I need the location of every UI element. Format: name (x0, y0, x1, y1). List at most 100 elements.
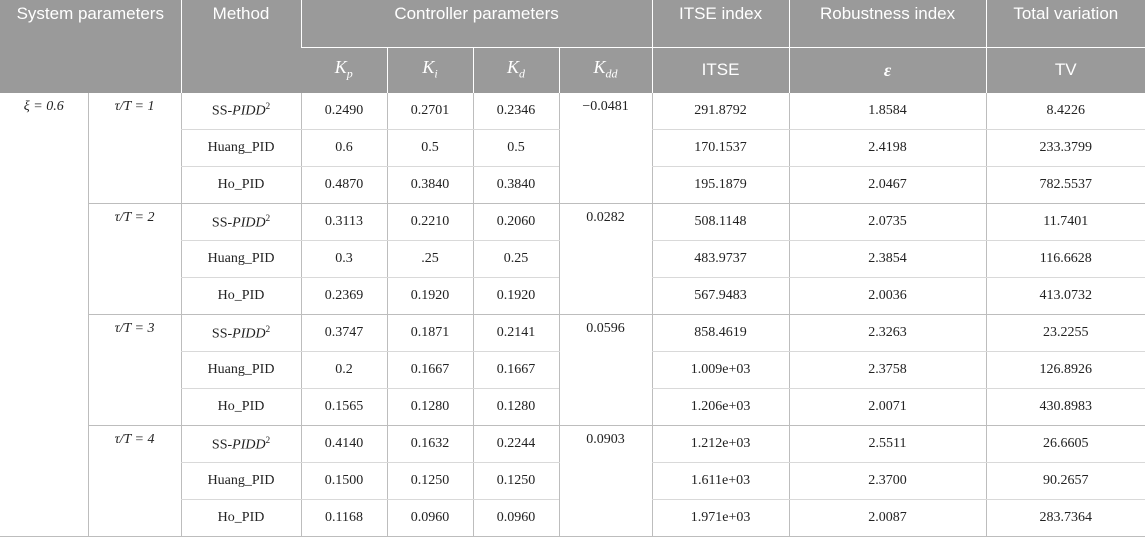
header-itse: ITSE (651, 46, 790, 93)
method-cell: SS-PIDD2 (180, 425, 302, 463)
robustness-cell: 2.3700 (788, 462, 987, 500)
method-cell: Huang_PID (180, 129, 302, 167)
table-row: Ho_PID 0.1565 0.1280 0.1280 1.206e+03 2.0071 4… (0, 388, 1145, 426)
itse-cell: 1.212e+03 (651, 425, 790, 463)
header-controller-parameters: Controller parameters (300, 0, 653, 47)
method-name: Ho_PID (217, 177, 265, 192)
itse-cell: 858.4619 (651, 314, 790, 352)
method-superscript: 2 (265, 323, 271, 334)
ki-cell: 0.1920 (386, 277, 474, 315)
tv-cell: 90.2657 (985, 462, 1145, 500)
method-cell: Huang_PID (180, 462, 302, 500)
method-name: Ho_PID (217, 510, 265, 525)
ki-cell: 0.1250 (386, 462, 474, 500)
table-row: τ/T = 2 SS-PIDD2 0.3113 0.2210 0.2060 0.0282 5… (0, 203, 1145, 315)
tv-cell: 26.6605 (985, 425, 1145, 463)
system-xi-label: ξ = 0.6 (23, 98, 64, 114)
method-superscript: 2 (265, 212, 271, 223)
ki-cell: 0.1667 (386, 351, 474, 389)
kdd-cell: 0.0282 (558, 203, 653, 315)
method-name: Huang_PID (207, 140, 275, 155)
robustness-cell: 2.3854 (788, 240, 987, 278)
kp-cell: 0.2369 (300, 277, 388, 315)
itse-cell: 1.611e+03 (651, 462, 790, 500)
tv-cell: 126.8926 (985, 351, 1145, 389)
robustness-cell: 2.3263 (788, 314, 987, 352)
kd-cell: 0.1667 (472, 351, 560, 389)
header-kd: Kd (472, 46, 560, 93)
ki-cell: 0.0960 (386, 499, 474, 537)
header-method: Method (180, 0, 302, 93)
kd-cell: 0.0960 (472, 499, 560, 537)
kd-cell: 0.3840 (472, 166, 560, 204)
method-cell: Ho_PID (180, 166, 302, 204)
method-superscript: 2 (265, 434, 271, 445)
kp-cell: 0.3 (300, 240, 388, 278)
header-kp: Kp (301, 46, 388, 93)
tv-cell: 283.7364 (985, 499, 1145, 537)
robustness-cell: 2.0735 (788, 203, 987, 241)
tau-ratio-label: τ/T = 3 (114, 321, 155, 336)
itse-cell: 195.1879 (651, 166, 790, 204)
method-name: SS-PIDD (211, 326, 266, 342)
ki-cell: 0.1871 (386, 314, 474, 352)
table-row: Huang_PID 0.2 0.1667 0.1667 1.009e+03 2.3758 1… (0, 351, 1145, 389)
kp-cell: 0.1500 (300, 462, 388, 500)
method-name: SS-PIDD (211, 215, 266, 231)
robustness-cell: 2.4198 (788, 129, 987, 167)
header-total-variation: Total variation (985, 0, 1145, 47)
tv-cell: 23.2255 (985, 314, 1145, 352)
table-row: Ho_PID 0.2369 0.1920 0.1920 567.9483 2.0036 41… (0, 277, 1145, 315)
kp-cell: 0.4140 (300, 425, 388, 463)
robustness-cell: 2.0071 (788, 388, 987, 426)
ki-cell: 0.1632 (386, 425, 474, 463)
method-name: SS-PIDD (211, 104, 266, 120)
method-cell: Ho_PID (180, 499, 302, 537)
table-row: τ/T = 3 SS-PIDD2 0.3747 0.1871 0.2141 0.0596 8… (0, 314, 1145, 426)
robustness-cell: 2.0087 (788, 499, 987, 537)
tv-cell: 430.8983 (985, 388, 1145, 426)
method-cell: Ho_PID (180, 277, 302, 315)
itse-cell: 567.9483 (651, 277, 790, 315)
method-cell: Ho_PID (180, 388, 302, 426)
kp-cell: 0.1168 (300, 499, 388, 537)
tau-ratio-cell: τ/T = 4 (87, 425, 182, 537)
method-cell: Huang_PID (180, 351, 302, 389)
table-row: τ/T = 4 SS-PIDD2 0.4140 0.1632 0.2244 0.0903 1… (0, 425, 1145, 537)
tau-ratio-cell: τ/T = 3 (87, 314, 182, 426)
table-row: Huang_PID 0.6 0.5 0.5 170.1537 2.4198 233.3799 (0, 129, 1145, 167)
kp-cell: 0.2 (300, 351, 388, 389)
header-tv: TV (985, 46, 1145, 93)
kd-cell: 0.1920 (472, 277, 560, 315)
tau-ratio-label: τ/T = 1 (114, 98, 155, 114)
kp-cell: 0.6 (300, 129, 388, 167)
table-row: Ho_PID 0.4870 0.3840 0.3840 195.1879 2.0467 78… (0, 166, 1145, 204)
ki-cell: 0.5 (386, 129, 474, 167)
kp-cell: 0.3113 (300, 203, 388, 241)
method-superscript: 2 (265, 101, 271, 112)
itse-cell: 1.009e+03 (651, 351, 790, 389)
system-xi-cell: ξ = 0.6 (0, 92, 88, 537)
tau-ratio-label: τ/T = 4 (114, 432, 155, 447)
method-name: Ho_PID (217, 288, 265, 303)
kp-cell: 0.1565 (300, 388, 388, 426)
kp-cell: 0.3747 (300, 314, 388, 352)
tv-cell: 233.3799 (985, 129, 1145, 167)
method-name: Huang_PID (207, 251, 275, 266)
kp-cell: 0.2490 (300, 92, 388, 130)
kp-cell: 0.4870 (300, 166, 388, 204)
header-ki: Ki (386, 46, 474, 93)
tau-ratio-label: τ/T = 2 (114, 210, 155, 225)
kd-cell: 0.5 (472, 129, 560, 167)
itse-cell: 508.1148 (651, 203, 790, 241)
robustness-cell: 2.3758 (788, 351, 987, 389)
kdd-cell: 0.0903 (558, 425, 653, 537)
tv-cell: 11.7401 (985, 203, 1145, 241)
robustness-cell: 2.0467 (788, 166, 987, 204)
itse-cell: 483.9737 (651, 240, 790, 278)
method-cell: SS-PIDD2 (180, 92, 302, 130)
tau-ratio-cell: τ/T = 1 (87, 92, 182, 204)
header-system-parameters: System parameters (0, 0, 182, 93)
table-body: ξ = 0.6 τ/T = 1 SS-PIDD2 0.2490 0.2701 0.2346… (0, 92, 1145, 537)
